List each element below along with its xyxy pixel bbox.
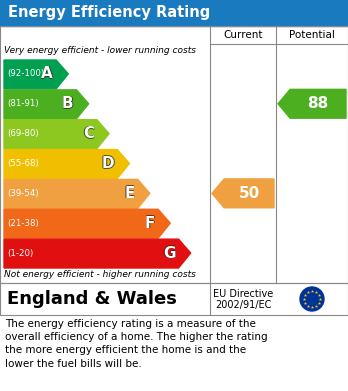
Polygon shape <box>4 179 150 208</box>
Text: C: C <box>83 126 94 141</box>
Text: E: E <box>124 186 134 201</box>
Text: (55-68): (55-68) <box>7 159 39 168</box>
Circle shape <box>300 287 324 311</box>
Bar <box>0 26 348 283</box>
Text: (81-91): (81-91) <box>7 99 39 108</box>
Text: F: F <box>145 215 155 230</box>
Text: F: F <box>144 216 155 231</box>
Text: G: G <box>163 246 175 260</box>
Text: F: F <box>145 216 155 231</box>
Text: Not energy efficient - higher running costs: Not energy efficient - higher running co… <box>4 270 196 279</box>
Text: F: F <box>145 216 156 231</box>
Text: G: G <box>163 246 175 261</box>
Text: B: B <box>63 96 74 111</box>
Bar <box>0 283 348 315</box>
Text: E: E <box>124 186 135 201</box>
Text: Energy Efficiency Rating: Energy Efficiency Rating <box>8 5 210 20</box>
Polygon shape <box>4 90 89 119</box>
Text: C: C <box>84 126 95 141</box>
Text: A: A <box>41 66 53 81</box>
Text: D: D <box>102 156 115 171</box>
Text: (1-20): (1-20) <box>7 249 33 258</box>
Text: 50: 50 <box>238 186 260 201</box>
Text: A: A <box>41 66 53 81</box>
Text: 2002/91/EC: 2002/91/EC <box>215 300 271 310</box>
Polygon shape <box>4 239 191 268</box>
Text: E: E <box>125 186 135 201</box>
Text: G: G <box>163 245 175 260</box>
Text: A: A <box>41 67 53 82</box>
Text: (69-80): (69-80) <box>7 129 39 138</box>
Text: C: C <box>83 127 94 142</box>
Polygon shape <box>212 179 274 208</box>
Polygon shape <box>278 90 346 118</box>
Text: F: F <box>145 216 155 231</box>
Text: B: B <box>62 97 73 112</box>
Bar <box>0 0 348 26</box>
Text: B: B <box>62 96 73 111</box>
Text: EU Directive: EU Directive <box>213 289 273 299</box>
Text: E: E <box>124 185 135 200</box>
Text: (92-100): (92-100) <box>7 70 44 79</box>
Text: D: D <box>102 155 114 170</box>
Text: (21-38): (21-38) <box>7 219 39 228</box>
Text: E: E <box>124 187 135 201</box>
Polygon shape <box>4 120 109 149</box>
Polygon shape <box>4 150 129 178</box>
Text: (39-54): (39-54) <box>7 189 39 198</box>
Text: G: G <box>164 246 176 260</box>
Text: B: B <box>62 96 73 111</box>
Text: England & Wales: England & Wales <box>7 290 177 308</box>
Text: D: D <box>101 156 114 171</box>
Text: A: A <box>41 66 53 81</box>
Text: D: D <box>102 156 114 171</box>
Text: A: A <box>42 66 54 81</box>
Text: B: B <box>61 96 73 111</box>
Text: Current: Current <box>223 30 263 40</box>
Text: Very energy efficient - lower running costs: Very energy efficient - lower running co… <box>4 46 196 55</box>
Text: 88: 88 <box>307 96 329 111</box>
Text: Potential: Potential <box>289 30 335 40</box>
Polygon shape <box>4 209 170 238</box>
Text: G: G <box>163 246 175 260</box>
Text: D: D <box>102 157 114 172</box>
Text: The energy efficiency rating is a measure of the
overall efficiency of a home. T: The energy efficiency rating is a measur… <box>5 319 268 369</box>
Text: C: C <box>82 126 93 141</box>
Text: C: C <box>83 126 94 140</box>
Polygon shape <box>4 60 68 89</box>
